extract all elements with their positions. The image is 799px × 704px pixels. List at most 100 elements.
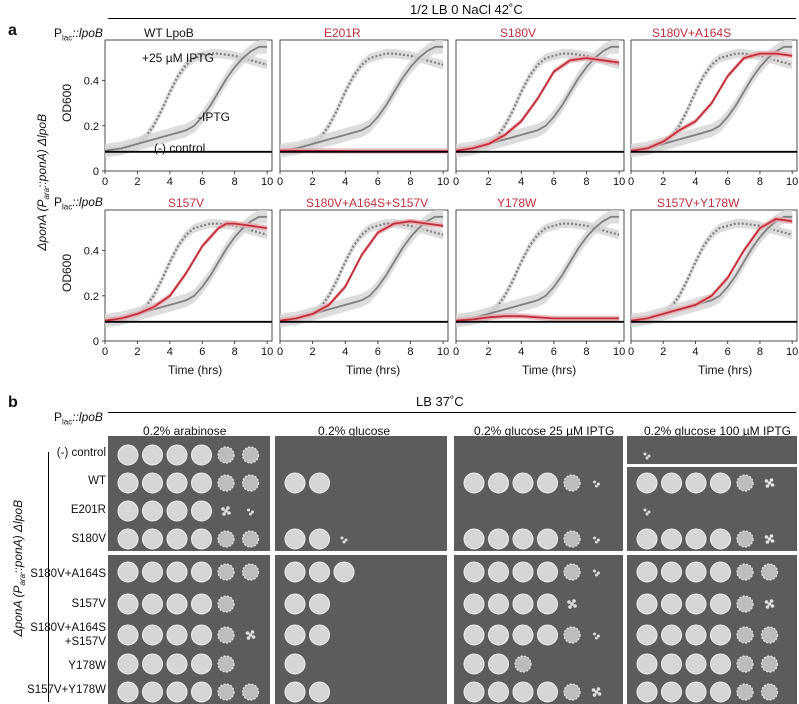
colony-spot — [309, 528, 330, 550]
colony-spot — [217, 595, 235, 613]
colony-spot — [661, 561, 682, 583]
colony-dot — [593, 632, 596, 636]
colony-spot — [710, 624, 731, 646]
colony-spot — [217, 626, 235, 644]
colony-dot — [595, 636, 598, 640]
colony-spot — [166, 561, 188, 583]
colony-dot — [593, 536, 596, 540]
colony-dot — [597, 634, 600, 638]
x-tick-label: 10 — [613, 346, 625, 358]
plate-segment — [627, 436, 797, 464]
colony-spot — [142, 472, 163, 494]
series-line-IPTG — [279, 45, 444, 152]
x-tick-label: 8 — [583, 176, 589, 188]
colony-spot — [685, 624, 707, 646]
row-label-s180v-a164s: S180V+A164S — [30, 568, 106, 580]
x-tick-label: 2 — [660, 176, 666, 188]
colony-spot — [537, 624, 558, 646]
xlabel-2: Time (hrs) — [346, 363, 401, 377]
colony-spot — [166, 500, 188, 522]
colony-dot — [596, 687, 601, 691]
colony-spot — [142, 681, 163, 703]
colony-dot — [227, 511, 231, 515]
panel-a-condition-line — [108, 18, 796, 19]
colony-spot — [563, 530, 581, 548]
colony-dot — [226, 506, 230, 510]
xlabel-3: Time (hrs) — [522, 363, 577, 377]
chart-title-s157v-y178w: S157V+Y178W — [657, 196, 740, 210]
panel-b-condition: LB 37˚C — [416, 394, 464, 409]
x-tick-label: 2 — [310, 176, 316, 188]
colony-spot — [661, 624, 682, 646]
colony-spot — [284, 653, 306, 675]
colony-spot — [166, 653, 188, 675]
colony-dot — [597, 571, 600, 575]
colony-spot — [710, 593, 731, 615]
colony-spot — [217, 530, 235, 548]
chart-frame — [104, 209, 273, 342]
colony-spot — [284, 681, 306, 703]
colony-spot — [685, 593, 707, 615]
x-tick-label: 4 — [342, 176, 348, 188]
series-line-mutant — [630, 52, 793, 152]
colony-spot — [760, 563, 779, 581]
colony-spot — [636, 593, 658, 615]
colony-spot — [191, 593, 212, 615]
y-tick-label: 0.2 — [84, 121, 99, 133]
x-tick-label: 2 — [486, 346, 492, 358]
row-label-wt: WT — [88, 475, 106, 487]
series-line-25MIPTG — [455, 52, 620, 152]
colony-dot — [340, 536, 344, 540]
x-tick-label: 8 — [232, 346, 238, 358]
x-tick-label: 0 — [102, 346, 108, 358]
colony-spot — [760, 683, 779, 701]
colony-spot — [463, 528, 485, 550]
colony-spot — [309, 561, 330, 583]
x-tick-label: 0 — [102, 176, 108, 188]
colony-dot — [765, 605, 770, 609]
colony-spot — [563, 683, 581, 701]
x-tick-label: 4 — [342, 346, 348, 358]
colony-dot — [597, 692, 602, 696]
colony-dot — [572, 599, 576, 603]
colony-spot — [514, 655, 532, 673]
x-tick-label: 4 — [518, 346, 524, 358]
colony-spot — [117, 593, 139, 615]
colony-spot — [217, 563, 235, 581]
series-line-mutant — [455, 57, 620, 152]
x-tick-label: 6 — [725, 176, 731, 188]
series-line-IPTG — [104, 45, 268, 152]
colony-dot — [247, 508, 250, 512]
colony-dot — [594, 690, 599, 694]
colony-spot — [736, 474, 754, 492]
row-label-triple-line1: S180V+A164S — [30, 622, 106, 634]
colony-spot — [142, 561, 163, 583]
x-tick-label: 0 — [453, 346, 459, 358]
colony-spot — [142, 593, 163, 615]
colony-spot — [512, 528, 534, 550]
colony-dot — [597, 482, 600, 486]
x-tick-label: 6 — [375, 346, 381, 358]
chart-frame — [279, 209, 449, 342]
panel-b-condition-line — [108, 412, 796, 413]
x-tick-label: 6 — [199, 346, 205, 358]
colony-spot — [142, 653, 163, 675]
x-tick-label: 4 — [518, 176, 524, 188]
panel-a-plac-label-bottom: Plac::lpoB — [54, 195, 103, 212]
x-tick-label: 10 — [261, 346, 273, 358]
colony-dot — [769, 599, 774, 603]
row-label-s157v: S157V — [71, 598, 106, 610]
colony-spot — [488, 528, 509, 550]
colony-spot — [636, 561, 658, 583]
x-tick-label: 6 — [375, 176, 381, 188]
series-line-mutant — [279, 220, 444, 322]
colony-spot — [537, 472, 558, 494]
colony-spot — [661, 528, 682, 550]
x-tick-label: 0 — [453, 176, 459, 188]
x-tick-label: 0 — [277, 346, 283, 358]
x-tick-label: 2 — [660, 346, 666, 358]
colony-spot — [488, 653, 509, 675]
row-label-triple-line2: +S157V — [64, 636, 106, 648]
colony-spot — [166, 472, 188, 494]
x-tick-label: 8 — [583, 346, 589, 358]
